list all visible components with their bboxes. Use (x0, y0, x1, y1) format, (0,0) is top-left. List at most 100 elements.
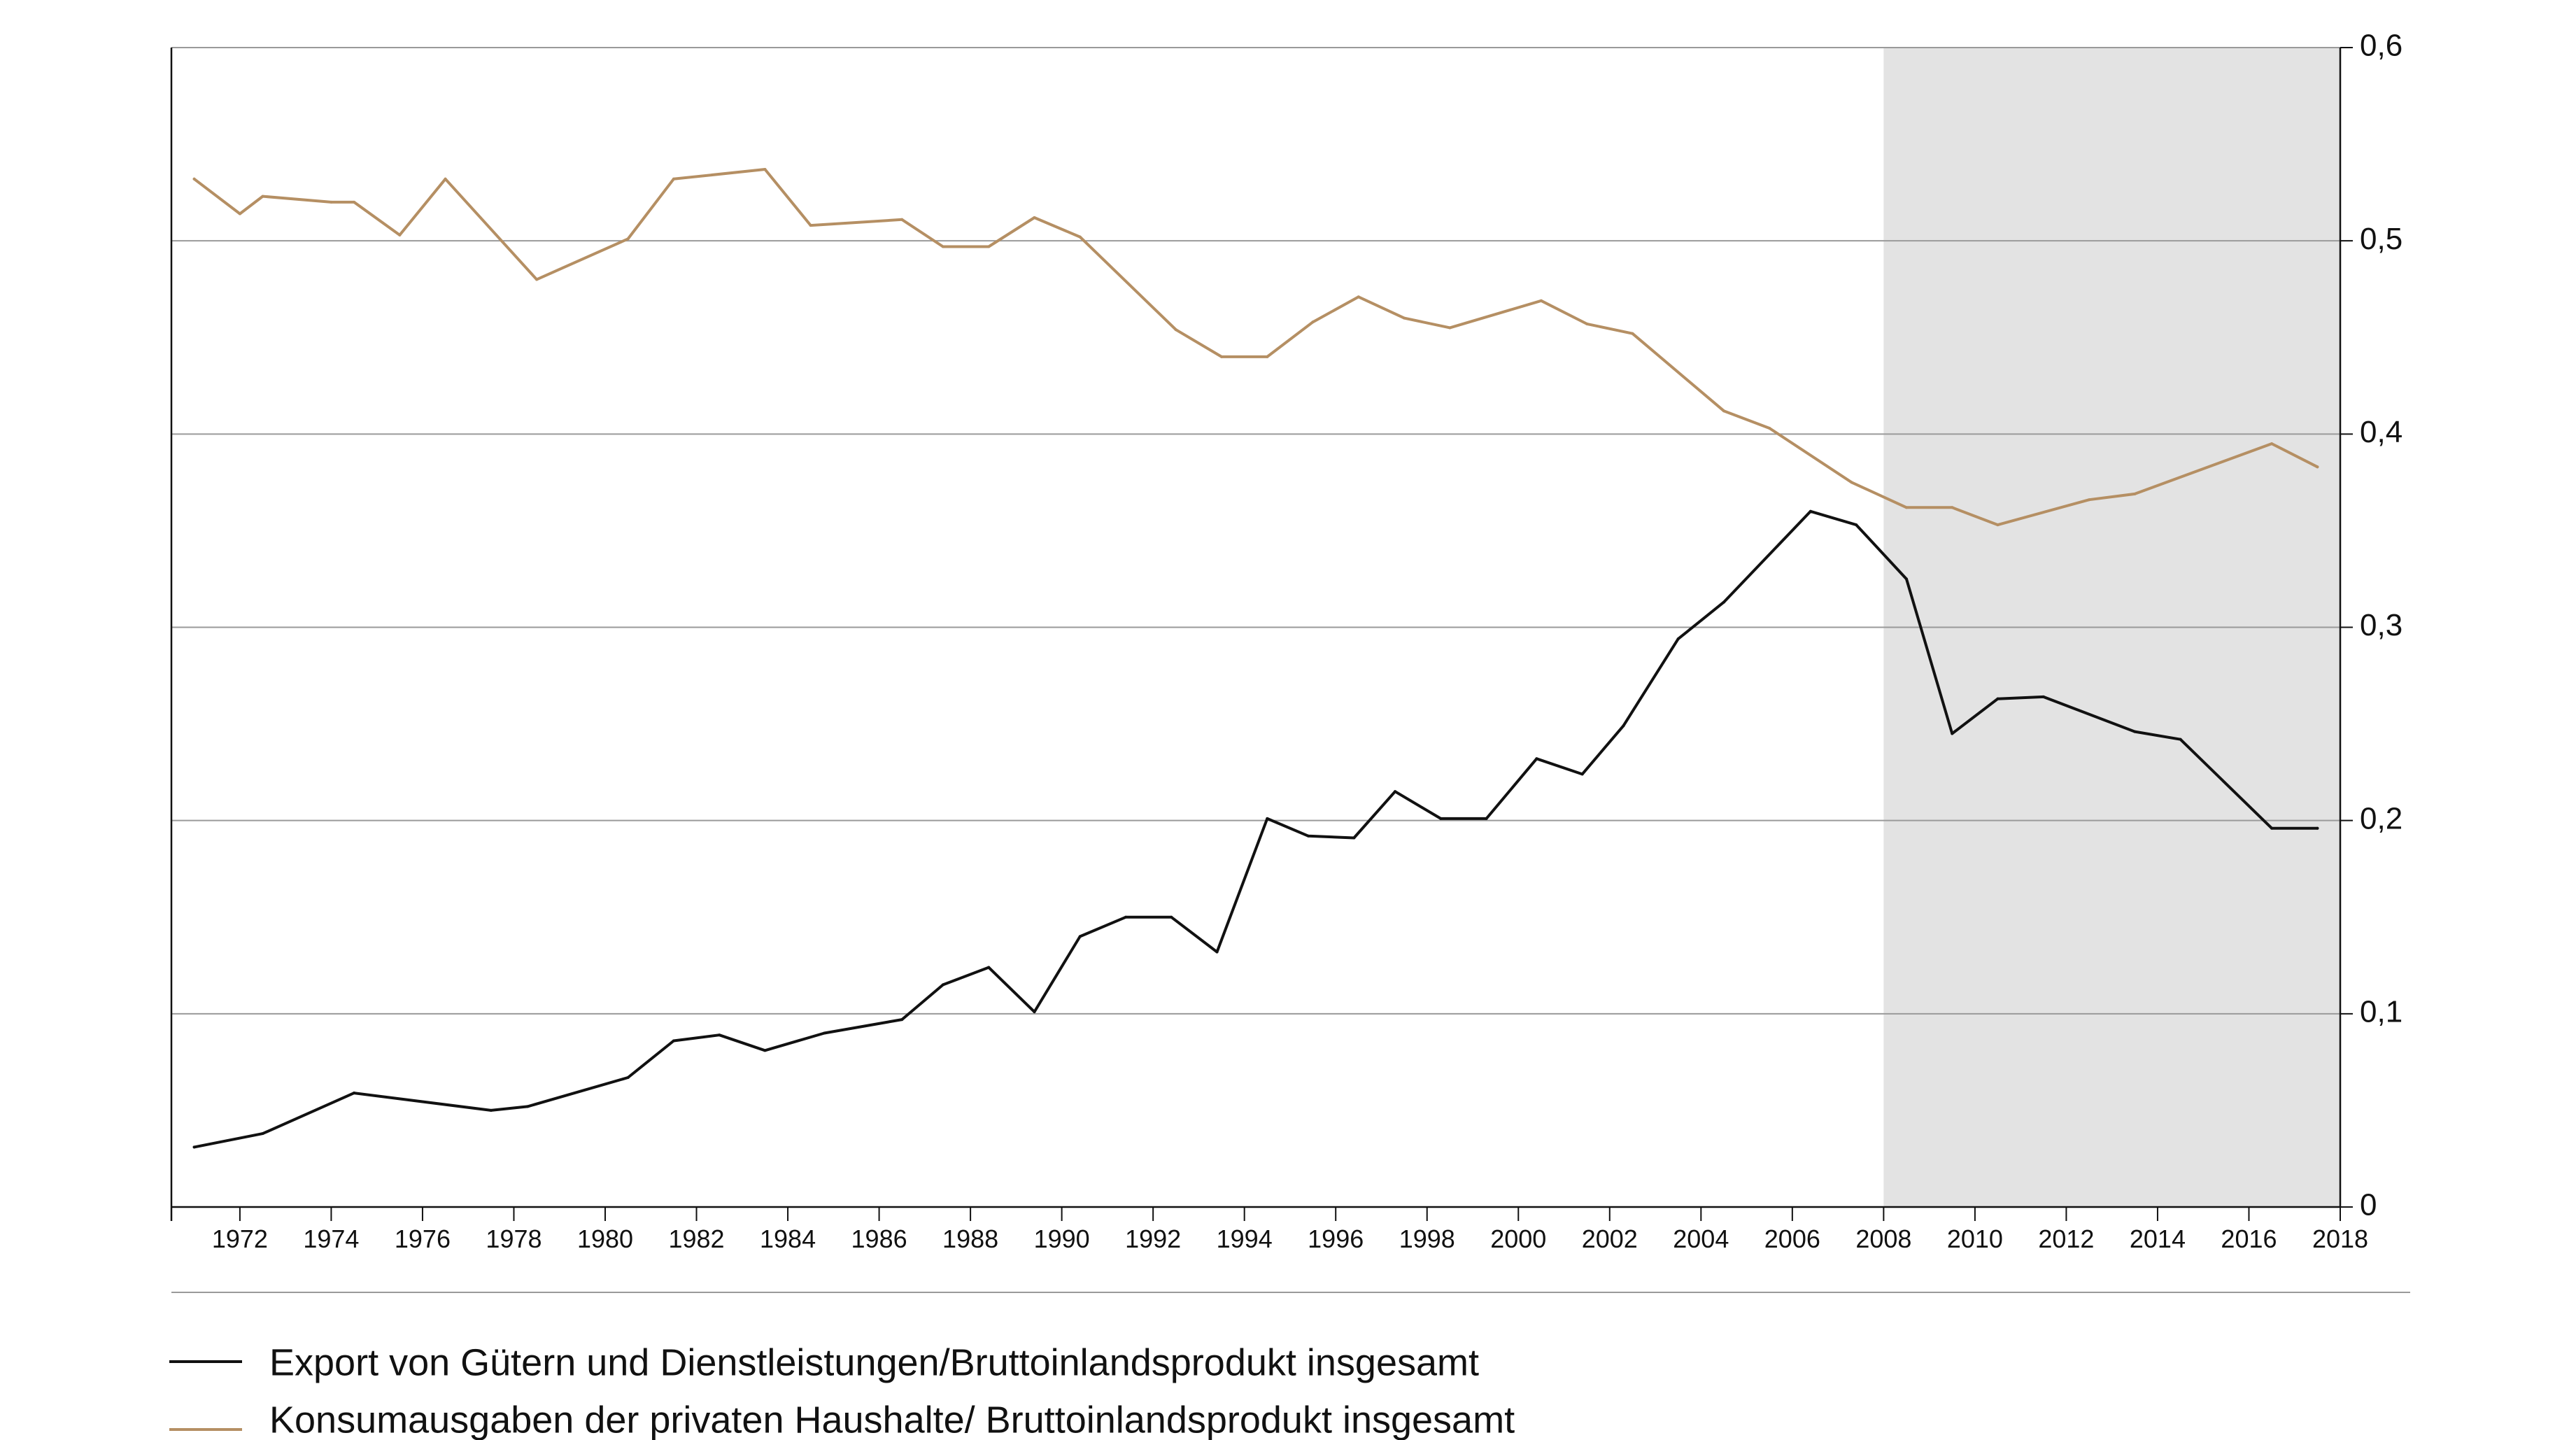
x-tick-label-1980: 1980 (577, 1224, 633, 1253)
y-tick-label-4: 0,4 (2360, 415, 2402, 449)
y-tick-label-5: 0,5 (2360, 222, 2402, 256)
data-point-0-12 (987, 966, 991, 969)
data-point-1-3 (330, 200, 333, 204)
data-point-1-19 (1266, 355, 1269, 358)
x-tick-label-2004: 2004 (1673, 1224, 1729, 1253)
data-point-0-36 (2179, 737, 2182, 741)
data-point-0-17 (1215, 950, 1219, 954)
legend-label-export: Export von Gütern und Dienstleistungen/B… (269, 1341, 1479, 1383)
x-tick-label-1988: 1988 (942, 1224, 998, 1253)
gridlines (171, 47, 2340, 1015)
data-point-1-27 (1722, 409, 1725, 413)
data-point-1-15 (1033, 216, 1036, 220)
data-point-1-28 (1768, 427, 1771, 430)
x-tick-label-1974: 1974 (303, 1224, 359, 1253)
data-point-0-3 (489, 1108, 493, 1112)
x-tick-label-2000: 2000 (1490, 1224, 1546, 1253)
data-point-0-30 (1855, 523, 1858, 527)
data-point-0-26 (1622, 724, 1625, 728)
data-point-0-24 (1535, 757, 1538, 761)
data-point-0-13 (1033, 1010, 1036, 1014)
data-point-0-22 (1439, 817, 1443, 820)
data-point-0-5 (626, 1075, 630, 1079)
data-point-0-11 (941, 983, 944, 987)
series-0 (192, 509, 2319, 1149)
x-tick-label-2018: 2018 (2312, 1224, 2368, 1253)
y-axis-ticks: 0 0,1 0,2 0,3 0,4 0,5 0,6 (2340, 29, 2402, 1222)
data-point-1-14 (987, 245, 991, 248)
legend-item-consumption: Konsumausgaben der privaten Haushalte/ B… (169, 1399, 1515, 1440)
data-point-1-10 (763, 167, 767, 171)
data-point-1-26 (1631, 332, 1634, 335)
x-tick-label-1998: 1998 (1399, 1224, 1455, 1253)
x-tick-label-1972: 1972 (212, 1224, 268, 1253)
data-point-0-23 (1485, 817, 1488, 820)
x-tick-label-2002: 2002 (1582, 1224, 1638, 1253)
legend-item-export: Export von Gütern und Dienstleistungen/B… (169, 1341, 1479, 1383)
y-tick-label-6: 0,6 (2360, 29, 2402, 63)
x-axis-ticks: 1972 1974 1976 1978 1980 1982 1984 1986 1988 1990… (212, 1207, 2368, 1253)
series-1 (192, 167, 2319, 527)
y-tick-label-1: 0,1 (2360, 994, 2402, 1029)
data-point-1-12 (900, 218, 904, 221)
data-series (192, 167, 2319, 1149)
x-tick-label-1984: 1984 (760, 1224, 816, 1253)
data-point-0-28 (1722, 600, 1725, 604)
data-point-1-0 (192, 177, 196, 181)
data-point-1-20 (1311, 320, 1315, 324)
data-point-0-25 (1580, 772, 1584, 776)
data-point-0-8 (763, 1049, 767, 1052)
data-point-1-11 (809, 224, 812, 227)
data-point-1-16 (1078, 235, 1082, 239)
data-point-1-23 (1448, 326, 1452, 330)
data-point-1-21 (1357, 295, 1360, 299)
data-point-1-36 (2316, 465, 2319, 469)
data-point-0-15 (1124, 915, 1127, 919)
data-point-0-37 (2270, 826, 2274, 830)
data-point-1-29 (1850, 481, 1853, 484)
data-point-1-25 (1585, 322, 1589, 325)
x-tick-label-1994: 1994 (1217, 1224, 1273, 1253)
data-point-1-18 (1220, 355, 1224, 358)
data-point-0-7 (718, 1033, 721, 1037)
legend: Export von Gütern und Dienstleistungen/B… (169, 1341, 1515, 1440)
x-tick-label-1976: 1976 (395, 1224, 451, 1253)
data-point-1-6 (444, 177, 447, 181)
data-point-1-34 (2133, 492, 2137, 495)
data-point-0-27 (1676, 637, 1680, 641)
data-point-1-13 (941, 245, 944, 248)
x-tick-label-1986: 1986 (851, 1224, 907, 1253)
data-point-0-29 (1809, 509, 1812, 513)
data-point-0-4 (526, 1105, 530, 1108)
data-point-1-24 (1539, 299, 1543, 302)
data-point-0-10 (900, 1018, 904, 1022)
data-point-1-33 (2088, 498, 2091, 502)
data-point-1-35 (2270, 442, 2274, 446)
x-tick-label-2016: 2016 (2221, 1224, 2277, 1253)
data-point-0-6 (672, 1039, 675, 1043)
data-point-1-8 (626, 237, 630, 241)
data-point-1-5 (398, 233, 402, 237)
y-tick-label-3: 0,3 (2360, 608, 2402, 642)
data-point-1-30 (1905, 506, 1908, 509)
x-tick-label-1982: 1982 (668, 1224, 724, 1253)
x-tick-label-2014: 2014 (2130, 1224, 2186, 1253)
data-point-0-31 (1905, 577, 1908, 581)
x-tick-label-2010: 2010 (1947, 1224, 2003, 1253)
x-tick-label-1992: 1992 (1125, 1224, 1181, 1253)
x-tick-label-1996: 1996 (1308, 1224, 1364, 1253)
data-point-0-35 (2133, 730, 2137, 733)
data-point-0-33 (1996, 697, 2000, 700)
x-tick-label-2008: 2008 (1855, 1224, 1911, 1253)
data-point-1-32 (1996, 523, 2000, 527)
data-point-0-14 (1078, 935, 1082, 938)
data-point-0-21 (1394, 790, 1397, 793)
data-point-0-16 (1170, 915, 1173, 919)
x-tick-label-1990: 1990 (1034, 1224, 1090, 1253)
data-point-1-2 (261, 195, 264, 198)
x-tick-label-1978: 1978 (486, 1224, 542, 1253)
legend-label-consumption: Konsumausgaben der privaten Haushalte/ B… (269, 1399, 1515, 1440)
data-point-1-9 (672, 177, 675, 181)
y-tick-label-0: 0 (2360, 1188, 2377, 1222)
